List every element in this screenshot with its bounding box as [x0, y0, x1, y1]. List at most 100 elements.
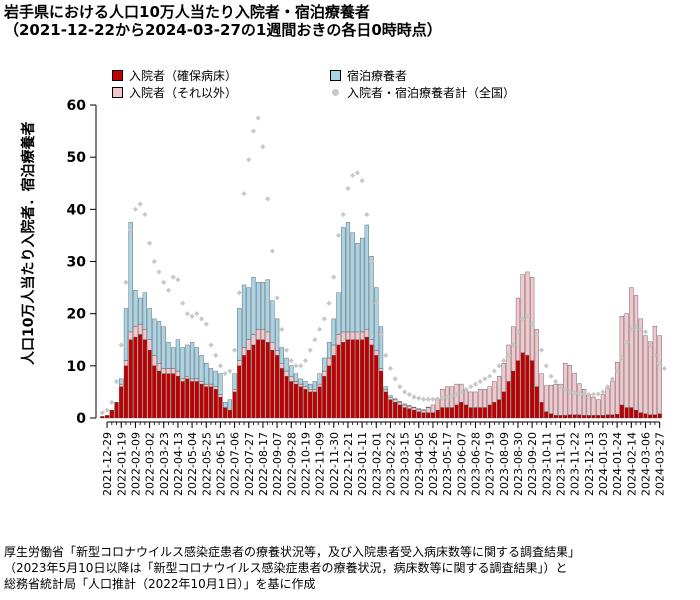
bar-segment-s2-12 — [156, 321, 162, 364]
bar-segment-s0-84 — [496, 399, 502, 419]
national-point-50 — [335, 232, 342, 239]
bar-segment-s0-109 — [615, 414, 620, 419]
national-point-94 — [543, 363, 549, 369]
national-point-58 — [373, 300, 379, 306]
national-point-112 — [628, 326, 634, 332]
national-point-95 — [548, 373, 554, 379]
bar-segment-s2-22 — [204, 363, 209, 385]
bar-segment-s1-103 — [586, 394, 591, 416]
national-point-43 — [302, 358, 309, 364]
national-point-106 — [600, 389, 606, 395]
bar-segment-s0-16 — [175, 376, 181, 419]
bar-segment-s0-59 — [378, 370, 384, 419]
x-tick-label-39: 2024-03-27 — [654, 432, 667, 496]
bar-segment-s0-52 — [345, 339, 351, 419]
national-point-75 — [453, 391, 460, 398]
bar-segment-s0-3 — [114, 402, 119, 419]
bar-segment-s1-97 — [558, 383, 563, 416]
bar-segment-s0-91 — [530, 360, 535, 419]
bar-segment-s2-25 — [218, 373, 223, 395]
national-point-79 — [472, 381, 479, 387]
national-point-99 — [567, 389, 573, 395]
national-point-87 — [510, 342, 516, 348]
bar-segment-s1-63 — [397, 402, 403, 406]
national-point-117 — [652, 352, 658, 358]
bar-segment-s2-17 — [180, 347, 185, 380]
national-point-17 — [180, 300, 186, 306]
national-point-76 — [458, 389, 464, 395]
bar-segment-s1-31 — [246, 339, 251, 351]
bar-segment-s0-30 — [241, 355, 247, 419]
x-tick-label-7: 2022-05-25 — [200, 432, 213, 496]
bar-segment-s1-16 — [175, 370, 181, 377]
bar-segment-s0-4 — [119, 386, 124, 419]
bar-segment-s0-78 — [468, 407, 473, 419]
national-point-11 — [151, 258, 157, 265]
legend-swatch-hotel — [330, 70, 341, 81]
x-tick-label-6: 2022-05-04 — [186, 432, 199, 496]
national-point-61 — [387, 365, 394, 372]
bar-segment-s1-71 — [435, 399, 440, 411]
bar-segment-s0-82 — [487, 404, 492, 419]
bar-segment-s2-39 — [284, 357, 289, 372]
bar-segment-s1-51 — [341, 331, 346, 343]
bar-segment-s0-98 — [563, 415, 568, 419]
national-point-3 — [113, 378, 120, 385]
bar-segment-s1-114 — [638, 318, 643, 413]
bar-segment-s1-18 — [185, 376, 190, 380]
legend-dot-national — [332, 89, 339, 96]
national-point-40 — [288, 358, 294, 364]
national-point-48 — [326, 300, 332, 306]
national-point-113 — [633, 324, 639, 330]
national-point-27 — [227, 368, 233, 374]
bar-segment-s0-108 — [610, 414, 615, 419]
bar-segment-s0-42 — [298, 386, 303, 419]
bar-segment-s2-53 — [350, 232, 355, 333]
bar-segment-s2-45 — [312, 381, 317, 390]
bar-segment-s0-5 — [123, 365, 129, 419]
national-point-35 — [265, 196, 271, 202]
bar-segment-s0-36 — [270, 350, 275, 419]
bar-segment-s2-26 — [223, 402, 228, 408]
national-point-7 — [132, 206, 139, 212]
national-point-109 — [614, 368, 620, 374]
x-tick-label-24: 2023-05-17 — [441, 432, 454, 496]
national-point-80 — [477, 378, 483, 385]
bar-segment-s0-74 — [449, 407, 454, 419]
bar-segment-s2-42 — [298, 378, 303, 385]
bar-segment-s0-22 — [204, 386, 209, 419]
national-point-108 — [609, 376, 616, 382]
bar-segment-s0-106 — [600, 415, 606, 419]
bar-segment-s0-49 — [331, 355, 336, 419]
bar-segment-s0-27 — [227, 409, 232, 419]
bar-segment-s0-48 — [326, 365, 332, 419]
bar-segment-s2-21 — [199, 355, 204, 382]
bar-segment-s0-43 — [303, 389, 308, 419]
bar-segment-s2-23 — [208, 368, 214, 385]
national-point-98 — [562, 386, 568, 392]
bar-segment-s2-10 — [147, 308, 152, 340]
bar-segment-s2-33 — [256, 282, 261, 330]
bar-segment-s1-38 — [279, 363, 284, 369]
bar-segment-s0-31 — [246, 350, 251, 419]
national-point-89 — [520, 316, 526, 322]
bar-segment-s2-5 — [123, 308, 129, 361]
bar-segment-s1-96 — [553, 383, 558, 416]
national-point-18 — [184, 311, 190, 317]
bar-segment-s1-8 — [138, 323, 143, 335]
bar-segment-s2-50 — [336, 292, 341, 335]
bar-segment-s0-35 — [265, 342, 270, 419]
bar-segment-s1-23 — [208, 383, 214, 387]
x-tick-label-31: 2023-10-11 — [540, 432, 553, 496]
bar-segment-s1-12 — [156, 363, 162, 372]
bar-segment-s0-67 — [416, 411, 421, 419]
national-point-32 — [250, 128, 257, 134]
bar-segment-s0-83 — [492, 402, 497, 419]
national-point-15 — [170, 274, 176, 280]
x-tick-label-10: 2022-07-27 — [243, 432, 256, 496]
national-point-65 — [406, 391, 412, 398]
bar-segment-s0-117 — [652, 414, 658, 419]
bar-segment-s0-62 — [393, 402, 398, 419]
bar-segment-s2-8 — [138, 297, 143, 325]
bar-segment-s2-63 — [397, 401, 403, 403]
